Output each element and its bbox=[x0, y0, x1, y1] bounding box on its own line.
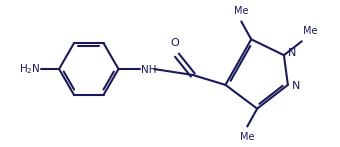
Text: N: N bbox=[288, 48, 296, 58]
Text: O: O bbox=[171, 38, 179, 48]
Text: H$_2$N: H$_2$N bbox=[19, 62, 40, 76]
Text: Me: Me bbox=[234, 6, 249, 16]
Text: Me: Me bbox=[240, 132, 255, 142]
Text: Me: Me bbox=[303, 26, 317, 36]
Text: NH: NH bbox=[141, 65, 157, 75]
Text: N: N bbox=[292, 81, 300, 91]
